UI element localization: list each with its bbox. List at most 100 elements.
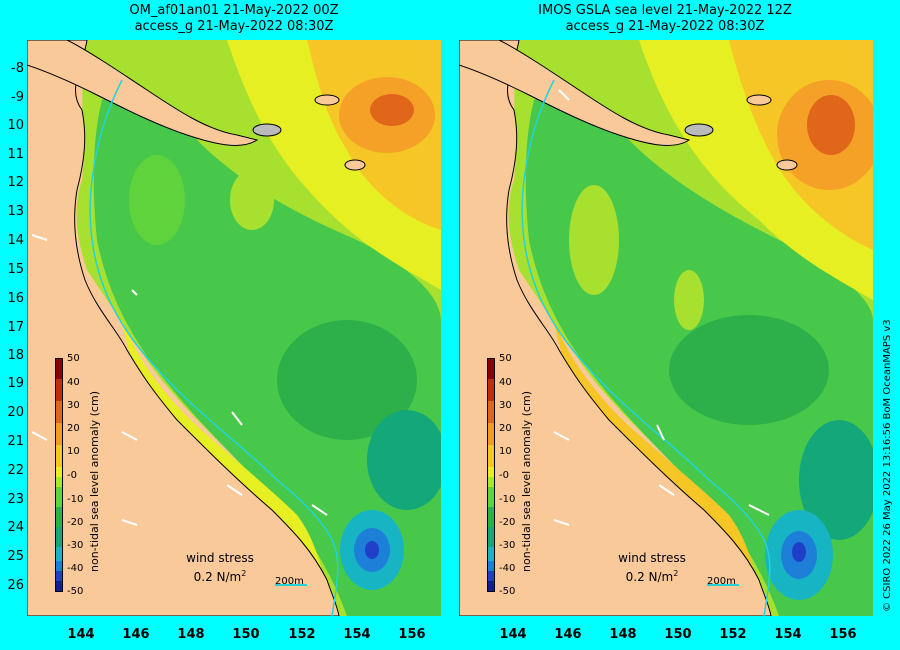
anomaly-light-lobe [230, 170, 274, 230]
lon-tick: 154 [774, 627, 802, 642]
lon-tick: 156 [829, 627, 857, 642]
lat-tick: 14 [7, 233, 24, 248]
island [684, 123, 714, 137]
cbar-tick: 20 [67, 423, 80, 434]
island [252, 123, 282, 137]
wind-arrows [31, 234, 328, 526]
lon-tick: 144 [67, 627, 95, 642]
cbar-tick: -30 [499, 540, 516, 551]
anomaly-dark-orange [807, 95, 855, 155]
coastal-strip [554, 320, 764, 616]
lat-tick: -9 [11, 90, 24, 105]
lat-tick: 15 [7, 262, 24, 277]
lon-tick: 148 [177, 627, 205, 642]
left-map[interactable] [27, 40, 441, 616]
cbar-tick: 20 [499, 423, 512, 434]
land-png [27, 40, 259, 146]
lon-tick: 150 [232, 627, 260, 642]
right-scale-label: 200m [707, 576, 736, 587]
land-australia [27, 40, 340, 616]
colorbar [55, 358, 63, 592]
lat-tick: 18 [7, 348, 24, 363]
wind-arrows [553, 89, 770, 526]
lon-tick: 150 [664, 627, 692, 642]
left-colorbar-label: non-tidal sea level anomaly (cm) [88, 391, 101, 572]
cbar-tick: 10 [499, 446, 512, 457]
lon-tick: 152 [288, 627, 316, 642]
island [746, 94, 772, 106]
cbar-tick: 30 [67, 400, 80, 411]
land-australia [459, 40, 772, 616]
isobath-200m [89, 79, 339, 616]
lat-tick: 12 [7, 175, 24, 190]
land-png [459, 40, 691, 146]
cbar-tick: 40 [67, 377, 80, 388]
cbar-tick: -40 [67, 563, 84, 574]
right-panel-title: IMOS GSLA sea level 21-May-2022 12Z acce… [455, 3, 875, 35]
wind-value: 0.2 N/m2 [193, 569, 247, 584]
lat-tick: 24 [7, 520, 24, 535]
coastal-strip [122, 320, 332, 616]
anomaly-teal [669, 315, 829, 425]
anomaly-teal [367, 410, 441, 510]
left-title-line2: access_g 21-May-2022 08:30Z [134, 19, 334, 34]
lat-tick: 10 [7, 118, 24, 133]
anomaly-light-lobe [674, 270, 704, 330]
lon-tick: 148 [609, 627, 637, 642]
cbar-tick: -50 [67, 586, 84, 597]
lat-tick: 26 [7, 578, 24, 593]
colorbar [487, 358, 495, 592]
cbar-tick: -0 [67, 470, 77, 481]
anomaly-deep-blue [792, 542, 806, 562]
lat-tick: 11 [7, 147, 24, 162]
left-scale-label: 200m [275, 576, 304, 587]
right-title-line1: IMOS GSLA sea level 21-May-2022 12Z [538, 3, 792, 18]
right-wind-legend: wind stress 0.2 N/m2 [602, 551, 702, 585]
cbar-tick: 40 [499, 377, 512, 388]
island [776, 159, 798, 171]
cbar-tick: 10 [67, 446, 80, 457]
lat-tick: 19 [7, 376, 24, 391]
wind-value: 0.2 N/m2 [625, 569, 679, 584]
anomaly-teal [277, 320, 417, 440]
right-map-svg [459, 40, 873, 616]
island [344, 159, 366, 171]
lat-tick: 25 [7, 549, 24, 564]
lat-tick: 16 [7, 291, 24, 306]
wind-label: wind stress [186, 551, 254, 565]
anomaly-deep-blue [365, 541, 379, 559]
anomaly-light-lobe [569, 185, 619, 295]
cbar-tick: -10 [67, 494, 84, 505]
lat-tick: 23 [7, 492, 24, 507]
cbar-tick: -10 [499, 494, 516, 505]
cbar-tick: 50 [67, 353, 80, 364]
left-title-line1: OM_af01an01 21-May-2022 00Z [129, 3, 339, 18]
lon-tick: 154 [343, 627, 371, 642]
lat-tick: 13 [7, 204, 24, 219]
lon-tick: 146 [122, 627, 150, 642]
lat-tick: 20 [7, 405, 24, 420]
cbar-tick: -20 [67, 517, 84, 528]
left-wind-legend: wind stress 0.2 N/m2 [170, 551, 270, 585]
cbar-tick: -30 [67, 540, 84, 551]
right-map[interactable] [459, 40, 873, 616]
wind-label: wind stress [618, 551, 686, 565]
left-panel-title: OM_af01an01 21-May-2022 00Z access_g 21-… [24, 3, 444, 35]
anomaly-dark-orange [370, 94, 414, 126]
left-map-svg [27, 40, 441, 616]
island [314, 94, 340, 106]
lat-tick: 17 [7, 320, 24, 335]
lat-tick: 21 [7, 434, 24, 449]
lat-tick: -8 [11, 61, 24, 76]
lon-tick: 146 [554, 627, 582, 642]
lon-tick: 156 [398, 627, 426, 642]
cbar-tick: -50 [499, 586, 516, 597]
anomaly-light-lobe [129, 155, 185, 245]
credit-text: © CSIRO 2022 26 May 2022 13:16:56 BoM Oc… [882, 319, 893, 612]
right-colorbar-label: non-tidal sea level anomaly (cm) [520, 391, 533, 572]
cbar-tick: 50 [499, 353, 512, 364]
isobath-200m [521, 79, 771, 616]
cbar-tick: -20 [499, 517, 516, 528]
lat-tick: 22 [7, 463, 24, 478]
lon-tick: 144 [499, 627, 527, 642]
